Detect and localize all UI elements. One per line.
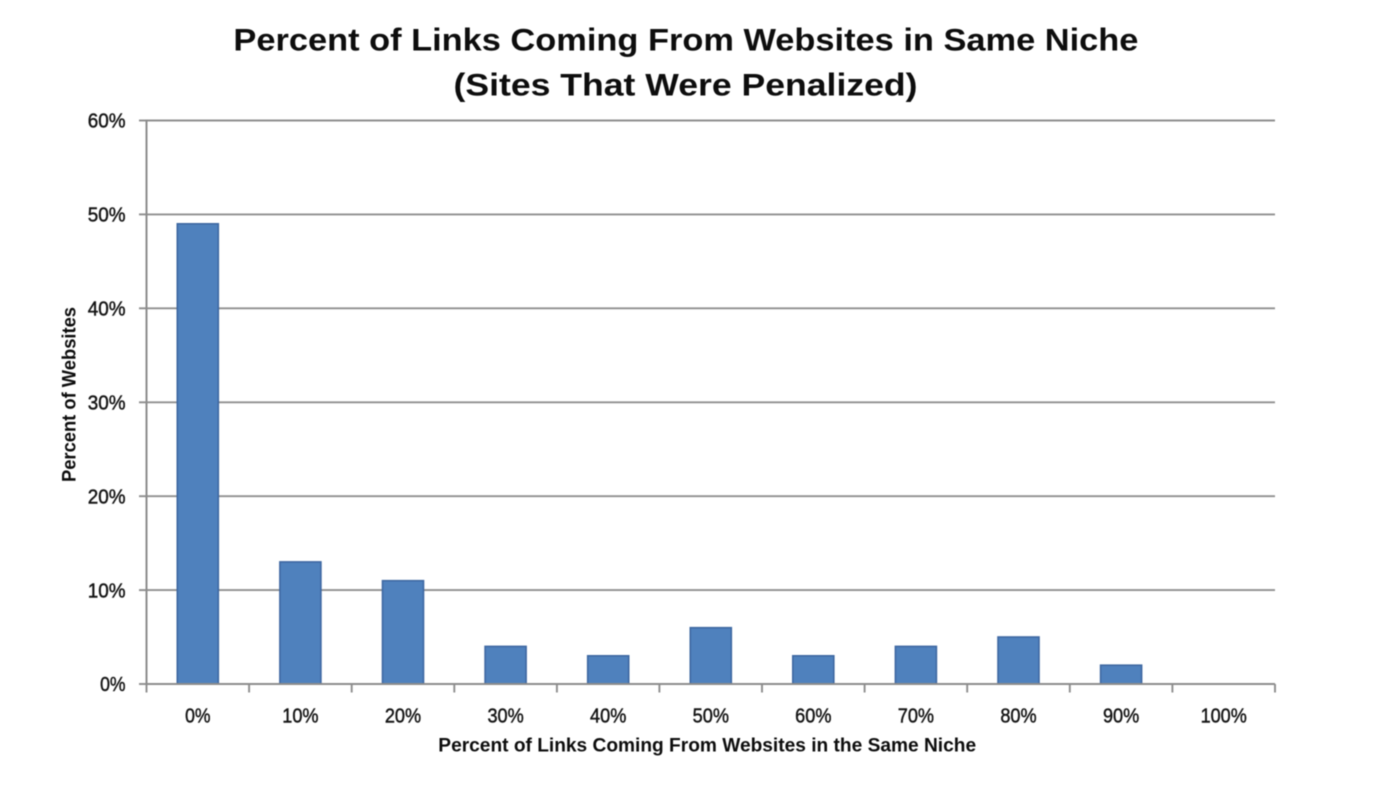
svg-text:30%: 30% bbox=[88, 393, 126, 415]
svg-text:60%: 60% bbox=[88, 111, 126, 133]
svg-text:40%: 40% bbox=[88, 299, 126, 321]
svg-text:50%: 50% bbox=[88, 205, 126, 227]
svg-text:10%: 10% bbox=[282, 705, 318, 728]
svg-text:10%: 10% bbox=[88, 580, 126, 602]
svg-text:20%: 20% bbox=[88, 486, 126, 508]
svg-text:60%: 60% bbox=[795, 705, 831, 728]
svg-text:Percent of Websites: Percent of Websites bbox=[59, 307, 81, 482]
svg-text:0%: 0% bbox=[100, 674, 126, 696]
svg-text:Percent of Links Coming From W: Percent of Links Coming From Websites in… bbox=[438, 734, 976, 756]
svg-text:0%: 0% bbox=[185, 705, 210, 728]
svg-text:90%: 90% bbox=[1103, 705, 1139, 728]
svg-text:40%: 40% bbox=[590, 705, 626, 728]
svg-text:(Sites That Were Penalized): (Sites That Were Penalized) bbox=[454, 67, 918, 103]
svg-text:70%: 70% bbox=[898, 705, 934, 728]
svg-text:30%: 30% bbox=[487, 705, 523, 728]
svg-text:50%: 50% bbox=[693, 705, 729, 728]
svg-text:20%: 20% bbox=[385, 705, 421, 728]
svg-text:100%: 100% bbox=[1201, 705, 1247, 728]
svg-text:Percent of Links Coming From W: Percent of Links Coming From Websites in… bbox=[233, 21, 1138, 57]
svg-text:80%: 80% bbox=[1000, 705, 1036, 728]
